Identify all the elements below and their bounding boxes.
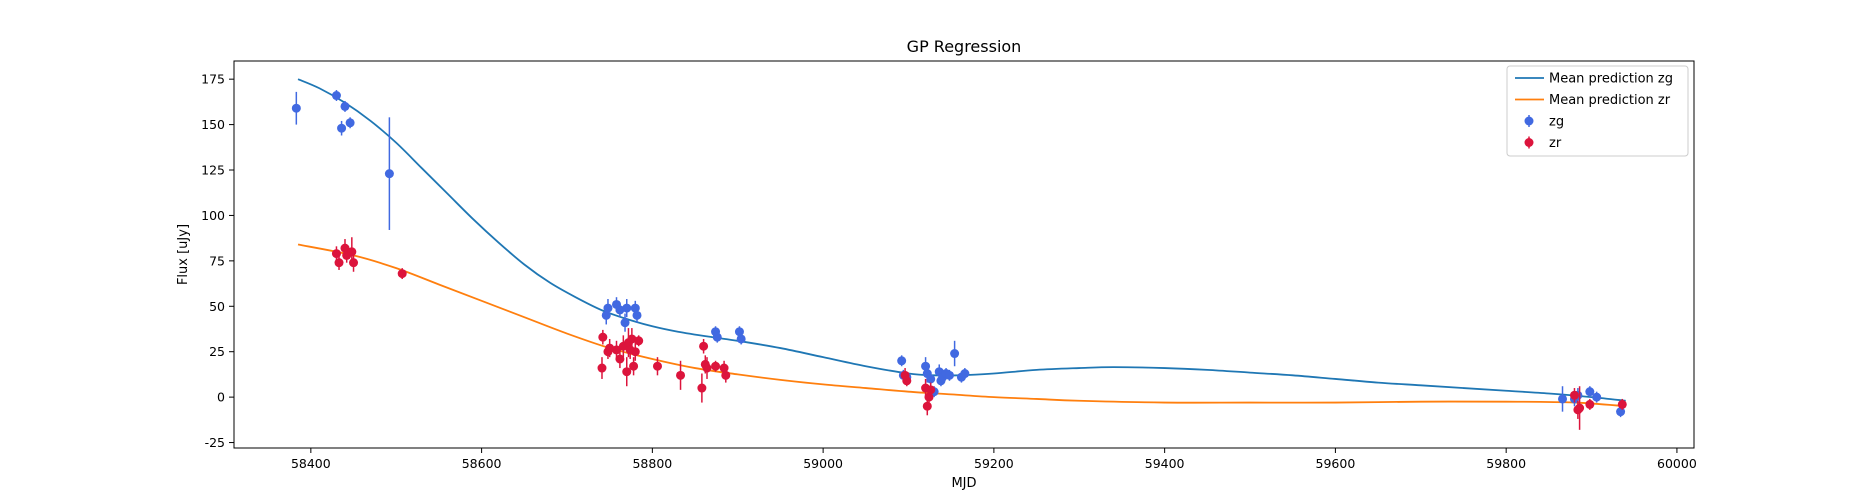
data-point bbox=[598, 332, 608, 342]
data-point bbox=[699, 341, 709, 351]
y-tick-label: 150 bbox=[201, 117, 225, 132]
data-point bbox=[1592, 392, 1602, 402]
legend-label: Mean prediction zg bbox=[1549, 72, 1673, 87]
legend-label: Mean prediction zr bbox=[1549, 93, 1671, 108]
data-point bbox=[926, 374, 936, 384]
data-point bbox=[615, 305, 625, 315]
x-tick-label: 58600 bbox=[462, 456, 502, 471]
chart-title: GP Regression bbox=[907, 37, 1022, 56]
data-point bbox=[397, 269, 407, 279]
data-point bbox=[597, 363, 607, 373]
x-axis-ticks: 58400 58600 58800 59000 59200 59400 59600 59800… bbox=[291, 448, 1697, 471]
data-point bbox=[712, 332, 722, 342]
y-axis-ticks: -25 0 25 50 75 100 125 150 175 bbox=[201, 72, 234, 450]
data-point bbox=[632, 310, 642, 320]
data-point bbox=[944, 370, 954, 380]
data-point bbox=[1558, 394, 1568, 404]
data-point bbox=[902, 376, 912, 386]
x-tick-label: 59400 bbox=[1145, 456, 1185, 471]
x-tick-label: 59000 bbox=[803, 456, 843, 471]
data-point bbox=[1569, 390, 1579, 400]
data-point bbox=[347, 247, 357, 257]
data-point bbox=[622, 303, 632, 313]
legend: Mean prediction zg Mean prediction zr zg zr bbox=[1506, 65, 1689, 157]
data-point bbox=[340, 101, 350, 111]
y-tick-label: 125 bbox=[201, 163, 225, 178]
data-point bbox=[627, 334, 637, 344]
data-point bbox=[950, 349, 960, 359]
data-point bbox=[697, 383, 707, 393]
data-point bbox=[630, 347, 640, 357]
data-point bbox=[897, 356, 907, 366]
data-point bbox=[1575, 403, 1585, 413]
y-axis-label: Flux [uJy] bbox=[176, 224, 191, 285]
legend-box bbox=[1506, 65, 1689, 157]
legend-label: zr bbox=[1549, 136, 1562, 151]
data-point bbox=[736, 334, 746, 344]
legend-point-swatch bbox=[1524, 138, 1534, 147]
y-tick-label: 25 bbox=[209, 344, 225, 359]
x-tick-label: 59200 bbox=[974, 456, 1014, 471]
x-axis-label: MJD bbox=[951, 476, 976, 491]
y-tick-label: 75 bbox=[209, 253, 225, 268]
data-point bbox=[337, 123, 347, 133]
data-point bbox=[1617, 399, 1627, 409]
mean-prediction-line bbox=[297, 78, 1626, 402]
data-point bbox=[349, 258, 359, 268]
data-point bbox=[926, 385, 936, 395]
data-point bbox=[1585, 387, 1595, 397]
x-tick-label: 59600 bbox=[1316, 456, 1356, 471]
data-point bbox=[1585, 399, 1595, 409]
data-point bbox=[620, 318, 630, 328]
data-point bbox=[721, 370, 731, 380]
y-tick-label: 100 bbox=[201, 208, 225, 223]
data-point bbox=[922, 401, 932, 411]
data-point bbox=[345, 118, 355, 128]
data-point bbox=[605, 343, 615, 353]
x-tick-label: 59800 bbox=[1486, 456, 1526, 471]
data-point bbox=[652, 361, 662, 371]
y-tick-label: -25 bbox=[205, 435, 225, 450]
data-point bbox=[634, 336, 644, 346]
data-point bbox=[334, 258, 344, 268]
y-tick-label: 0 bbox=[217, 390, 225, 405]
data-point bbox=[384, 169, 394, 179]
y-tick-label: 175 bbox=[201, 72, 225, 87]
data-point bbox=[612, 345, 622, 355]
legend-point-swatch bbox=[1524, 116, 1534, 126]
legend-label: zg bbox=[1549, 115, 1564, 130]
data-point bbox=[702, 363, 712, 373]
data-point bbox=[676, 370, 686, 380]
x-tick-label: 58800 bbox=[632, 456, 672, 471]
axes-frame bbox=[233, 60, 1695, 449]
plot-area bbox=[291, 78, 1627, 430]
mean-prediction-line bbox=[297, 243, 1626, 408]
data-point bbox=[711, 361, 721, 371]
x-tick-label: 58400 bbox=[291, 456, 331, 471]
x-tick-label: 60000 bbox=[1657, 456, 1697, 471]
data-point bbox=[960, 369, 970, 379]
data-point bbox=[622, 367, 632, 377]
series-zg bbox=[291, 90, 1626, 418]
data-point bbox=[603, 303, 613, 313]
data-point bbox=[291, 103, 301, 113]
data-point bbox=[615, 354, 625, 364]
data-point bbox=[331, 91, 341, 101]
y-tick-label: 50 bbox=[209, 299, 225, 314]
series-zr bbox=[331, 237, 1627, 430]
data-point bbox=[629, 361, 639, 371]
